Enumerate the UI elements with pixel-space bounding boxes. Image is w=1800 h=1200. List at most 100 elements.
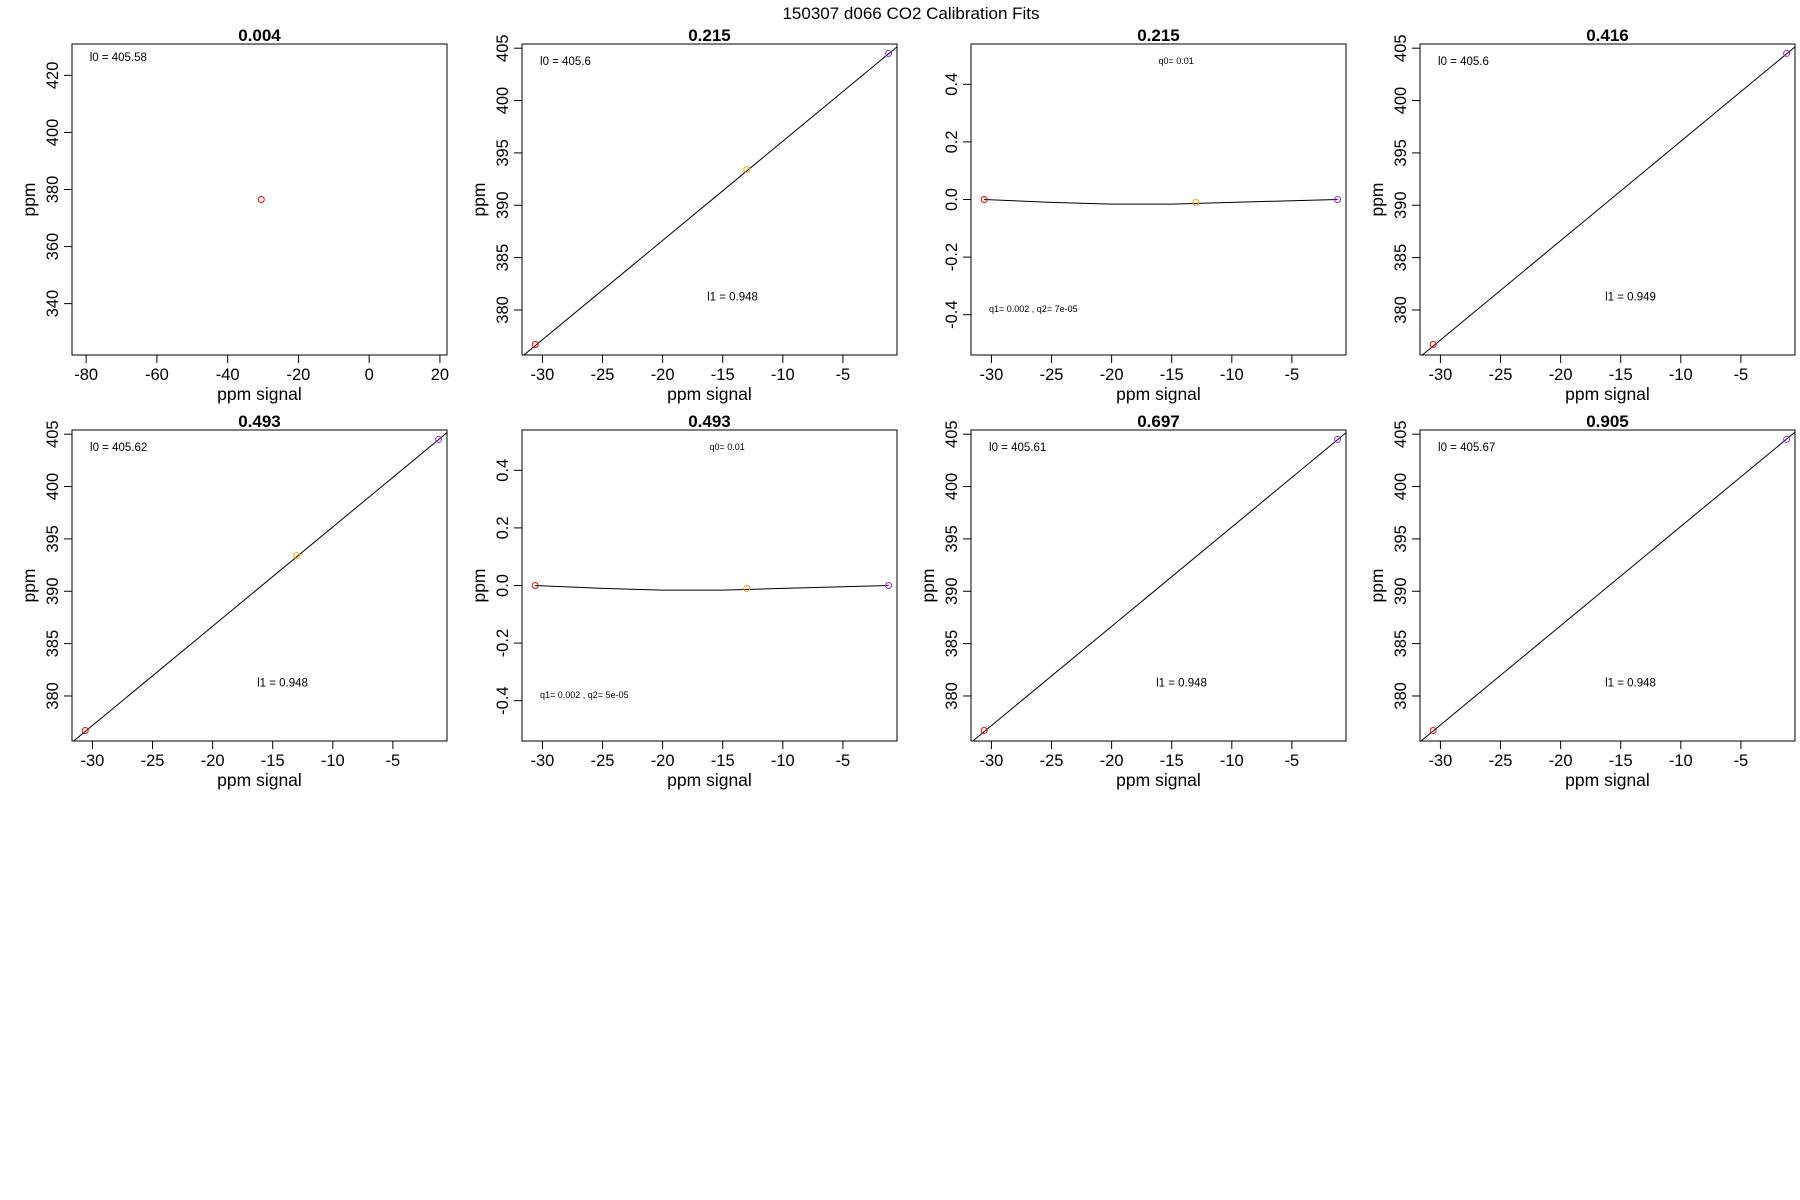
y-tick-label: 360 <box>44 233 62 261</box>
x-tick-label: -10 <box>771 752 795 770</box>
x-tick-label: -20 <box>1100 366 1124 384</box>
y-tick-label: 380 <box>1392 296 1410 324</box>
x-tick-label: -5 <box>1734 752 1749 770</box>
x-tick-label: -25 <box>1040 752 1064 770</box>
plot-frame <box>71 429 448 742</box>
x-tick-label: -10 <box>321 752 345 770</box>
plot-frame <box>970 429 1347 742</box>
data-point <box>1192 198 1200 206</box>
x-tick-label: -25 <box>141 752 165 770</box>
data-point <box>980 196 988 203</box>
y-tick-label: 390 <box>494 191 512 219</box>
annotation: l0 = 405.58 <box>90 52 147 64</box>
x-tick-label: -5 <box>1285 752 1300 770</box>
y-tick-label: 400 <box>494 87 512 115</box>
y-tick-label: 0.4 <box>943 73 961 96</box>
y-tick-label: 400 <box>44 473 62 501</box>
y-tick-label: 400 <box>1392 473 1410 501</box>
x-tick-label: -30 <box>980 366 1004 384</box>
fit-curve <box>984 199 1338 205</box>
panel-6: 0.493 -30 -25 -20 -15 -10 -5 ppm signal -0.4 -0.2… <box>469 412 898 790</box>
y-tick-label: -0.4 <box>943 300 961 328</box>
fit-line <box>1421 46 1795 355</box>
x-tick-label: -15 <box>711 366 735 384</box>
panel-title: 0.215 <box>688 26 731 45</box>
data-point <box>1334 435 1342 443</box>
panel-title: 0.215 <box>1137 26 1180 45</box>
y-tick-label: 380 <box>494 296 512 324</box>
x-tick-label: -40 <box>216 366 240 384</box>
y-tick-label: 0.4 <box>494 459 512 482</box>
annotation: l1 = 0.948 <box>1156 678 1207 690</box>
data-point <box>1429 341 1437 349</box>
data-point <box>435 435 443 443</box>
y-tick-label: 390 <box>44 577 62 605</box>
x-tick-label: -30 <box>1429 752 1453 770</box>
panel-8: 0.905 -30 -25 -20 -15 -10 -5 ppm signal 380 385 39… <box>1367 412 1796 790</box>
x-tick-label: -30 <box>980 752 1004 770</box>
x-tick-label: -5 <box>836 752 851 770</box>
annotation: l0 = 405.67 <box>1438 442 1495 454</box>
x-tick-label: -30 <box>531 366 555 384</box>
y-tick-label: 405 <box>44 420 62 448</box>
y-tick-label: 395 <box>943 525 961 553</box>
x-tick-label: -25 <box>591 366 615 384</box>
x-tick-label: -25 <box>1489 366 1513 384</box>
x-tick-label: -10 <box>1220 752 1244 770</box>
annotation: l1 = 0.949 <box>1605 292 1656 304</box>
x-tick-label: -60 <box>145 366 169 384</box>
y-tick-label: 405 <box>1392 420 1410 448</box>
x-tick-label: -30 <box>81 752 105 770</box>
annotation: q1= 0.002 , q2= 7e-05 <box>989 304 1078 314</box>
figure-title: 150307 d066 CO2 Calibration Fits <box>782 4 1039 23</box>
y-tick-label: 390 <box>1392 577 1410 605</box>
y-tick-label: 0.2 <box>943 130 961 153</box>
y-axis-label: ppm <box>918 568 938 602</box>
y-tick-label: 385 <box>1392 630 1410 658</box>
annotation: l1 = 0.948 <box>1605 678 1656 690</box>
data-point <box>293 552 301 560</box>
x-axis-label: ppm signal <box>667 384 752 404</box>
x-tick-label: -20 <box>201 752 225 770</box>
annotation: q1= 0.002 , q2= 5e-05 <box>540 690 629 700</box>
x-tick-label: -5 <box>1285 366 1300 384</box>
y-tick-label: 395 <box>1392 525 1410 553</box>
x-tick-label: -20 <box>1549 752 1573 770</box>
x-tick-label: -5 <box>1734 366 1749 384</box>
x-tick-label: -20 <box>1100 752 1124 770</box>
x-axis-label: ppm signal <box>217 384 302 404</box>
y-tick-label: 385 <box>44 630 62 658</box>
data-point <box>1783 435 1791 443</box>
annotation: l0 = 405.62 <box>90 442 147 454</box>
x-tick-label: -15 <box>1609 366 1633 384</box>
x-tick-label: -25 <box>1040 366 1064 384</box>
y-tick-label: 390 <box>1392 191 1410 219</box>
panel-7: 0.697 -30 -25 -20 -15 -10 -5 ppm signal 380 385 39… <box>918 412 1347 790</box>
annotation: l0 = 405.6 <box>540 56 591 68</box>
x-tick-label: -20 <box>286 366 310 384</box>
annotation: l1 = 0.948 <box>257 678 308 690</box>
data-point <box>743 584 751 592</box>
x-tick-label: -15 <box>261 752 285 770</box>
fit-line <box>72 432 447 741</box>
panel-1: 0.004 -80 -60 -40 -20 0 20 ppm signal 340 360 380 4… <box>19 26 449 404</box>
y-tick-label: 400 <box>943 473 961 501</box>
data-point <box>1429 727 1437 735</box>
plot-frame <box>1419 429 1796 742</box>
annotation: q0= 0.01 <box>710 442 745 452</box>
y-tick-label: 0.0 <box>494 574 512 597</box>
data-point <box>81 727 89 735</box>
y-tick-label: 420 <box>44 62 62 90</box>
panel-title: 0.416 <box>1586 26 1629 45</box>
data-point <box>885 49 893 57</box>
panel-title: 0.697 <box>1137 412 1180 431</box>
x-tick-label: -80 <box>74 366 98 384</box>
data-point <box>885 582 893 589</box>
x-tick-label: -10 <box>771 366 795 384</box>
data-point <box>531 582 539 589</box>
annotation: l0 = 405.6 <box>1438 56 1489 68</box>
y-tick-label: 405 <box>1392 34 1410 62</box>
panels: 0.004 -80 -60 -40 -20 0 20 ppm signal 340 360 380 4… <box>19 26 1796 790</box>
plot-frame <box>71 43 448 356</box>
